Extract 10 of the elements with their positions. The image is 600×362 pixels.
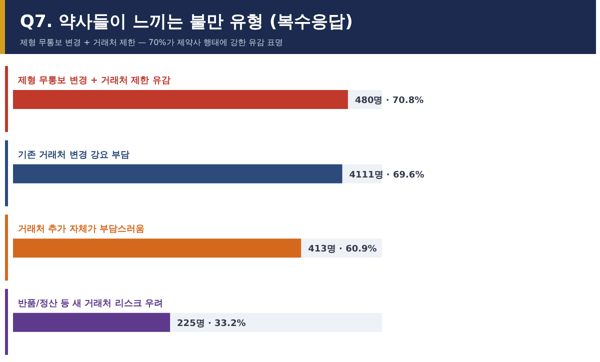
chart-subtitle: 제형 무통보 변경 + 거래처 제한 — 70%가 제약사 행태에 강한 유감 표명 [20,38,283,47]
data-label: 225명 · 33.2% [177,318,246,329]
data-label: 480명 · 70.8% [354,96,424,106]
y-tick-label: 기존 거래처 변경 강요 부담 [18,150,130,160]
chart-title: Q7. 약사들이 느끼는 불만 유형 (복수응답) [20,12,353,32]
y-tick-label: 거래처 추가 자체가 부담스러움 [18,224,144,235]
y-tick-label: 반품/정산 등 새 거래처 리스크 우려 [18,298,163,309]
y-tick-label: 제형 무통보 변경 + 거래처 제한 유감 [17,76,170,86]
data-label: 4111명 · 69.6% [349,170,424,180]
data-label: 413명 · 60.9% [308,244,377,255]
